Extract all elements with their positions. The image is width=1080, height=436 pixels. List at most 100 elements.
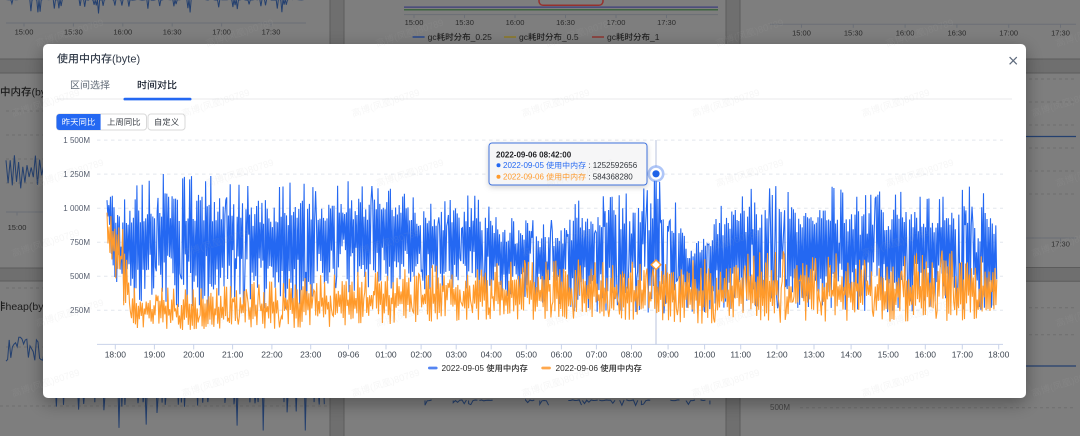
svg-text:20:00: 20:00 [183, 350, 205, 360]
svg-text:16:00: 16:00 [506, 18, 525, 27]
svg-text:15:00: 15:00 [405, 18, 424, 27]
svg-text:13:00: 13:00 [803, 350, 825, 360]
svg-text:08:00: 08:00 [621, 350, 643, 360]
svg-text:17:00: 17:00 [607, 18, 626, 27]
svg-text:15:30: 15:30 [844, 28, 863, 37]
svg-text:(: ( [539, 242, 546, 254]
svg-text:16:30: 16:30 [948, 28, 967, 37]
svg-text:(: ( [1073, 312, 1080, 324]
svg-text:(: ( [393, 172, 400, 184]
svg-text:04:00: 04:00 [481, 350, 503, 360]
svg-text:(: ( [733, 32, 740, 44]
svg-text:(: ( [563, 172, 570, 184]
svg-text:17:30: 17:30 [1051, 28, 1070, 37]
svg-text:21:00: 21:00 [222, 350, 244, 360]
svg-text:(: ( [1049, 242, 1056, 254]
svg-text:(: ( [53, 172, 60, 184]
svg-text:14:00: 14:00 [841, 350, 863, 360]
svg-text:(: ( [369, 102, 376, 114]
svg-text:(: ( [563, 312, 570, 324]
svg-text:1 000M: 1 000M [63, 204, 90, 213]
svg-text:(: ( [709, 102, 716, 114]
svg-text:2022-09-06: 2022-09-06 [503, 173, 544, 182]
svg-text:500M: 500M [770, 403, 790, 412]
svg-text:23:00: 23:00 [300, 350, 322, 360]
svg-text:(: ( [539, 102, 546, 114]
svg-text:01:00: 01:00 [375, 350, 397, 360]
svg-text:)80789: )80789 [1070, 228, 1080, 248]
svg-text:(: ( [199, 102, 206, 114]
svg-text:05:00: 05:00 [516, 350, 538, 360]
svg-text:(: ( [223, 32, 230, 44]
svg-text:584368280: 584368280 [593, 173, 634, 182]
svg-text:16:30: 16:30 [163, 28, 182, 37]
svg-text:(: ( [733, 312, 740, 324]
svg-text:(: ( [879, 242, 886, 254]
svg-text:(: ( [393, 32, 400, 44]
svg-text:500M: 500M [70, 272, 90, 281]
svg-text:2022-09-06 08:42:00: 2022-09-06 08:42:00 [496, 151, 572, 160]
svg-text:07:00: 07:00 [586, 350, 608, 360]
svg-text:_0.25: _0.25 [470, 32, 493, 42]
svg-text:1 500M: 1 500M [63, 136, 90, 145]
svg-text:gc: gc [428, 32, 438, 42]
svg-text:09-06: 09-06 [338, 350, 360, 360]
svg-text:(: ( [733, 172, 740, 184]
svg-text:17:30: 17:30 [262, 28, 281, 37]
svg-text:17:00: 17:00 [212, 28, 231, 37]
svg-text:22:00: 22:00 [261, 350, 283, 360]
svg-text:(: ( [879, 382, 886, 394]
svg-text:)80789: )80789 [1070, 368, 1080, 388]
svg-text:1 250M: 1 250M [63, 170, 90, 179]
svg-text:_0.5: _0.5 [561, 32, 579, 42]
svg-text:(: ( [903, 32, 910, 44]
svg-text:(: ( [393, 312, 400, 324]
svg-text:(: ( [199, 242, 206, 254]
svg-text:(: ( [1073, 32, 1080, 44]
svg-text:250M: 250M [70, 306, 90, 315]
svg-text:16:00: 16:00 [915, 350, 937, 360]
svg-text:17:00: 17:00 [952, 350, 974, 360]
svg-text:12:00: 12:00 [766, 350, 788, 360]
svg-text:(: ( [369, 242, 376, 254]
svg-text:(: ( [53, 312, 60, 324]
svg-text:gc: gc [519, 32, 529, 42]
svg-text:18:00: 18:00 [988, 350, 1010, 360]
svg-text::: : [588, 161, 590, 170]
svg-text:(byte): (byte) [112, 54, 140, 66]
svg-text:1252592656: 1252592656 [593, 161, 638, 170]
svg-text:15:00: 15:00 [792, 28, 811, 37]
svg-text:750M: 750M [70, 238, 90, 247]
svg-text:(: ( [1049, 382, 1056, 394]
svg-text:(: ( [29, 242, 36, 254]
svg-text:09:00: 09:00 [658, 350, 680, 360]
svg-text:19:00: 19:00 [144, 350, 166, 360]
svg-text::: : [588, 173, 590, 182]
svg-text:(: ( [563, 32, 570, 44]
svg-text:(: ( [199, 382, 206, 394]
svg-text:18:00: 18:00 [105, 350, 127, 360]
svg-text:(: ( [1073, 172, 1080, 184]
svg-text:02:00: 02:00 [411, 350, 433, 360]
svg-text:16:00: 16:00 [113, 28, 132, 37]
svg-text:_1: _1 [649, 32, 660, 42]
svg-text:06:00: 06:00 [551, 350, 573, 360]
svg-text:(: ( [223, 172, 230, 184]
svg-text:(: ( [53, 32, 60, 44]
svg-text:(: ( [29, 102, 36, 114]
svg-text:(: ( [709, 382, 716, 394]
svg-text:)80789: )80789 [1070, 88, 1080, 108]
svg-text:10:00: 10:00 [694, 350, 716, 360]
svg-text:(: ( [369, 382, 376, 394]
svg-text:(: ( [29, 382, 36, 394]
svg-text:16:00: 16:00 [896, 28, 915, 37]
svg-text:15:30: 15:30 [455, 18, 474, 27]
svg-text:2022-09-05: 2022-09-05 [442, 363, 485, 373]
svg-text:(: ( [709, 242, 716, 254]
svg-text:(: ( [1049, 102, 1056, 114]
svg-text:15:00: 15:00 [8, 223, 27, 232]
svg-text:(: ( [903, 312, 910, 324]
svg-text:17:30: 17:30 [657, 18, 676, 27]
svg-text:(: ( [879, 102, 886, 114]
svg-text:2022-09-05: 2022-09-05 [503, 161, 544, 170]
